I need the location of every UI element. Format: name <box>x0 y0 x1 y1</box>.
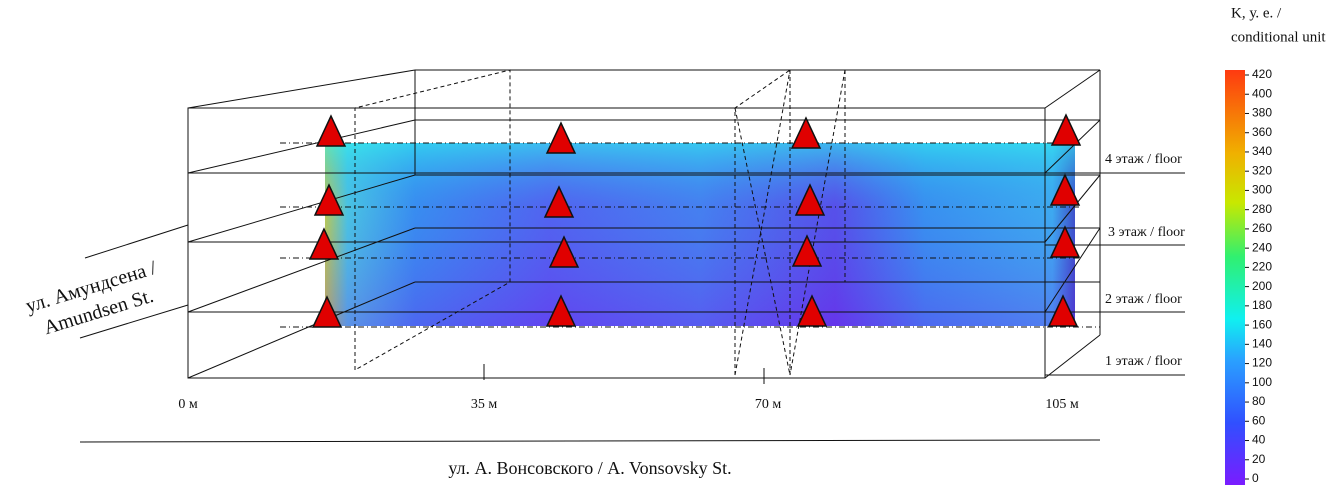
street-label: ул. А. Вонсовского / A. Vonsovsky St. <box>448 458 731 478</box>
colorbar-tick-label: 380 <box>1252 106 1272 120</box>
distance-label: 70 м <box>755 397 782 412</box>
floor-label: 1 этаж / floor <box>1105 354 1182 369</box>
colorbar-tick-label: 60 <box>1252 413 1266 427</box>
floor-label: 2 этаж / floor <box>1105 292 1182 307</box>
colorbar-tick-label: 280 <box>1252 202 1272 216</box>
colorbar-title: K, у. е. / <box>1231 5 1282 21</box>
colorbar-tick-label: 140 <box>1252 337 1272 351</box>
building-frame <box>79 69 1185 443</box>
colorbar-tick-label: 220 <box>1252 260 1272 274</box>
floor-label: 3 этаж / floor <box>1108 225 1185 240</box>
distance-label: 105 м <box>1045 397 1079 412</box>
colorbar-tick-label: 320 <box>1252 163 1272 177</box>
colorbar-tick-label: 340 <box>1252 144 1272 158</box>
colorbar-tick-label: 240 <box>1252 240 1272 254</box>
sensors <box>308 113 1082 328</box>
distance-label: 35 м <box>471 397 498 412</box>
distance-label: 0 м <box>178 397 198 412</box>
colorbar-tick-label: 80 <box>1252 394 1266 408</box>
colorbar-tick-label: 420 <box>1252 67 1272 81</box>
colorbar-title: conditional unit <box>1231 29 1326 45</box>
colorbar-tick-label: 180 <box>1252 298 1272 312</box>
colorbar-tick-label: 400 <box>1252 86 1272 100</box>
colorbar-tick-label: 20 <box>1252 452 1266 466</box>
colorbar-tick-label: 260 <box>1252 221 1272 235</box>
floor-label: 4 этаж / floor <box>1105 152 1182 167</box>
heatmap-shade <box>325 143 1075 326</box>
colorbar-tick-label: 300 <box>1252 183 1272 197</box>
colorbar-tick-label: 160 <box>1252 317 1272 331</box>
colorbar-tick-label: 0 <box>1252 471 1259 485</box>
colorbar-tick-label: 120 <box>1252 356 1272 370</box>
colorbar-tick-label: 200 <box>1252 279 1272 293</box>
colorbar-tick-label: 360 <box>1252 125 1272 139</box>
colorbar-tick-label: 40 <box>1252 433 1266 447</box>
colorbar <box>1225 70 1245 485</box>
colorbar-tick-label: 100 <box>1252 375 1272 389</box>
left-street: ул. Амундсена / Amundsen St. <box>23 257 159 339</box>
